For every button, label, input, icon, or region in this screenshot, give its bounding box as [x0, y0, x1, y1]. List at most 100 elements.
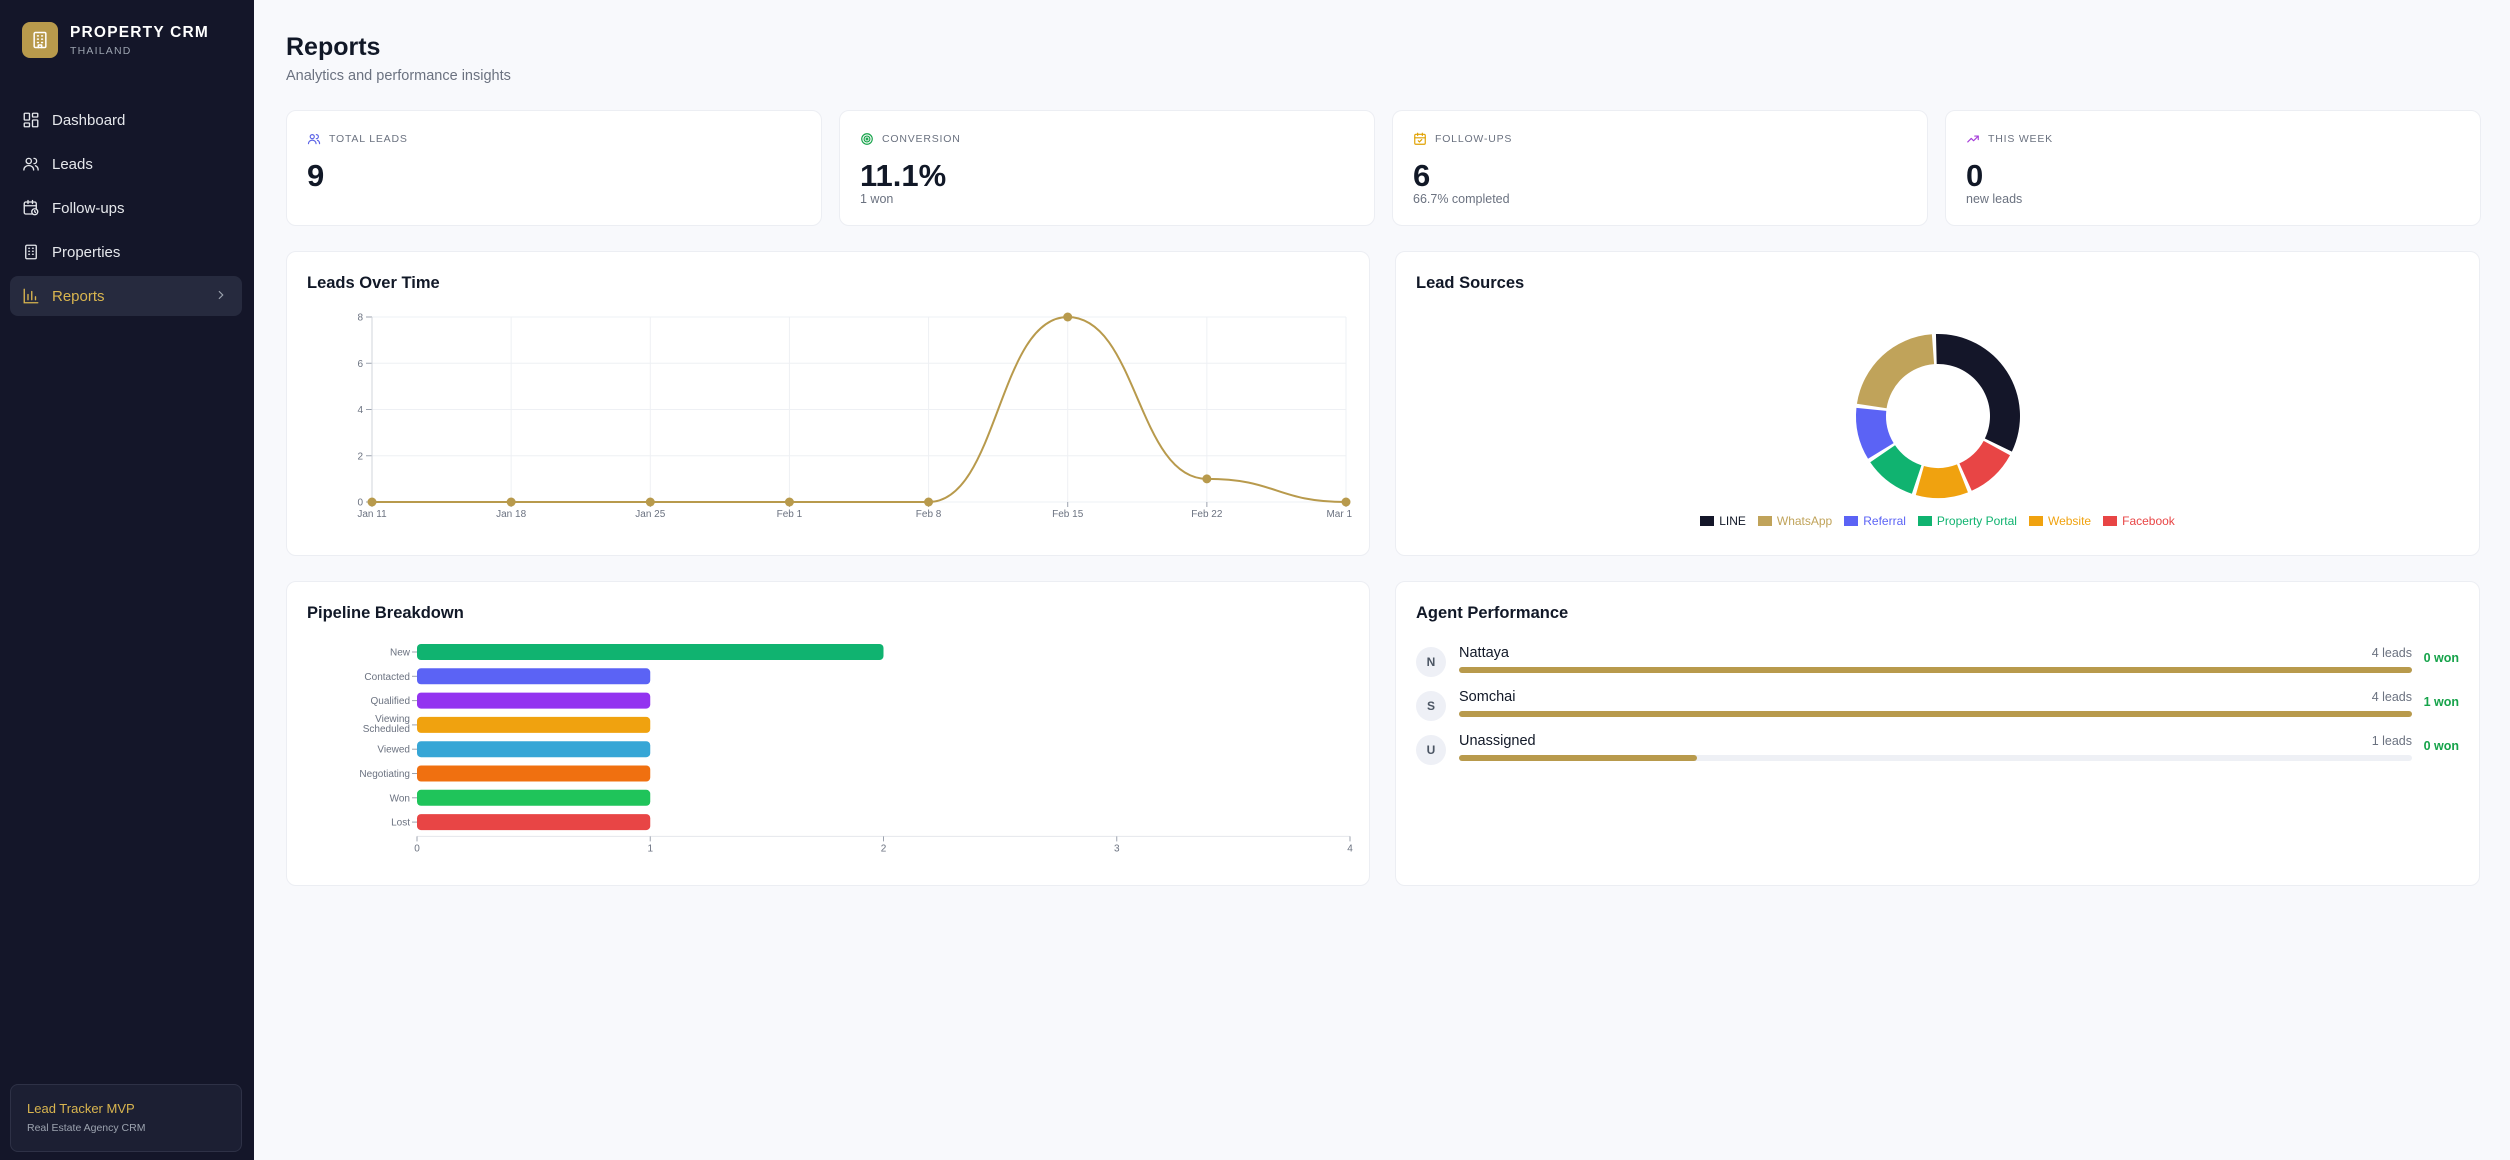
stat-label: CONVERSION [882, 133, 961, 145]
sidebar-item-properties[interactable]: Properties [10, 232, 242, 272]
y-tick-label: 8 [357, 313, 363, 324]
agent-name: Unassigned [1459, 733, 1536, 749]
footer-title: Lead Tracker MVP [27, 1101, 135, 1116]
pipeline-breakdown-card: Pipeline Breakdown New Contacted Qualified… [286, 581, 1370, 886]
legend-item-referral[interactable]: Referral [1844, 514, 1906, 528]
legend-item-line[interactable]: LINE [1700, 514, 1746, 528]
x-tick-label: Jan 11 [357, 509, 387, 520]
data-point [924, 497, 934, 507]
bar-lost [417, 814, 651, 831]
sidebar: PROPERTY CRM THAILAND Dashboard Leads Fo… [0, 0, 254, 1160]
pie-slice-facebook [1959, 440, 2011, 491]
x-tick-label: 1 [647, 843, 653, 854]
agent-row[interactable]: S Somchai 4 leads 1 won [1416, 687, 2459, 723]
data-point [1202, 474, 1212, 484]
agent-name: Somchai [1459, 689, 1516, 705]
users-icon [307, 134, 321, 145]
avatar: S [1416, 691, 1446, 721]
agent-row[interactable]: N Nattaya 4 leads 0 won [1416, 643, 2459, 679]
target-icon [861, 133, 873, 145]
stat-card-total-leads: TOTAL LEADS 9 [286, 110, 822, 226]
sidebar-item-label: Reports [52, 287, 105, 305]
calendar-clock-icon [23, 199, 39, 216]
sidebar-item-leads[interactable]: Leads [10, 144, 242, 184]
legend-label: LINE [1719, 514, 1746, 528]
stat-label: THIS WEEK [1988, 133, 2053, 145]
x-tick-label: 0 [414, 843, 420, 854]
dashboard-icon [23, 112, 39, 128]
sidebar-item-follow-ups[interactable]: Follow-ups [10, 188, 242, 228]
stat-value: 0 [1966, 158, 1984, 193]
stat-label: FOLLOW-UPS [1435, 133, 1513, 145]
category-label: New [390, 648, 411, 659]
agent-won: 0 won [2423, 739, 2459, 753]
agent-won: 0 won [2423, 651, 2459, 665]
legend-swatch [1700, 516, 1715, 526]
x-tick-label: Feb 1 [777, 509, 803, 520]
data-point [645, 497, 655, 507]
app-region: THAILAND [70, 44, 132, 57]
category-label: Scheduled [363, 724, 410, 735]
chart-legend: LINE WhatsApp Referral Property Portal Websi… [1396, 514, 2479, 528]
agent-leads: 4 leads [2371, 646, 2412, 660]
y-tick-label: 2 [357, 451, 363, 462]
y-tick-label: 6 [357, 359, 363, 370]
bar-chart-icon [23, 288, 39, 304]
category-label: Qualified [371, 696, 410, 707]
bar-negotiating [417, 765, 651, 782]
sidebar-item-label: Dashboard [52, 111, 126, 129]
x-tick-label: Mar 1 [1326, 509, 1352, 520]
pie-slice-line [1935, 334, 2020, 452]
legend-label: WhatsApp [1776, 514, 1833, 528]
chevron-right-icon [218, 290, 224, 300]
stat-sub: 1 won [860, 192, 894, 206]
sidebar-item-label: Properties [52, 243, 121, 261]
data-point [506, 497, 516, 507]
pie-slice-whatsapp [1856, 334, 1935, 409]
agent-row[interactable]: U Unassigned 1 leads 0 won [1416, 731, 2459, 767]
calendar-icon [1414, 132, 1426, 145]
chart-title: Leads Over Time [307, 274, 440, 292]
sidebar-footer: Lead Tracker MVP Real Estate Agency CRM [10, 1084, 242, 1152]
legend-item-whatsapp[interactable]: WhatsApp [1757, 514, 1833, 528]
page-title: Reports [286, 33, 381, 61]
legend-item-facebook[interactable]: Facebook [2103, 514, 2175, 528]
agent-progress-track [1459, 711, 2412, 717]
bar-contacted [417, 668, 651, 685]
legend-label: Referral [1863, 514, 1906, 528]
building-icon [25, 244, 37, 260]
agent-progress-track [1459, 755, 2412, 761]
page-subtitle: Analytics and performance insights [286, 68, 511, 84]
avatar: N [1416, 647, 1446, 677]
stat-label: TOTAL LEADS [329, 133, 408, 145]
data-point [367, 497, 377, 507]
stat-sub: 66.7% completed [1413, 192, 1510, 206]
legend-label: Property Portal [1936, 514, 2017, 528]
legend-item-property-portal[interactable]: Property Portal [1917, 514, 2017, 528]
building-logo-icon [22, 22, 58, 58]
agent-performance-title: Agent Performance [1416, 604, 1569, 622]
stat-sub: new leads [1966, 192, 2023, 206]
agent-leads: 4 leads [2371, 690, 2412, 704]
x-tick-label: Feb 22 [1191, 509, 1223, 520]
pie-slice-referral [1856, 407, 1894, 459]
legend-swatch [2103, 516, 2118, 526]
x-tick-label: Jan 18 [496, 509, 526, 520]
sidebar-item-reports[interactable]: Reports [10, 276, 242, 316]
legend-item-website[interactable]: Website [2028, 514, 2091, 528]
legend-swatch [1757, 516, 1772, 526]
agent-progress-track [1459, 667, 2412, 673]
avatar: U [1416, 735, 1446, 765]
x-tick-label: Jan 25 [635, 509, 665, 520]
stat-value: 6 [1413, 158, 1431, 193]
sidebar-item-label: Leads [52, 155, 93, 173]
data-point [784, 497, 794, 507]
bar-qualified [417, 692, 651, 709]
category-label: Won [390, 793, 410, 804]
stat-card-conversion: CONVERSION 11.1% 1 won [839, 110, 1375, 226]
sidebar-item-dashboard[interactable]: Dashboard [10, 100, 242, 140]
brand[interactable]: PROPERTY CRM THAILAND [22, 22, 209, 58]
chart-title: Pipeline Breakdown [307, 604, 464, 622]
category-label: Lost [391, 818, 410, 829]
chart-title: Lead Sources [1416, 274, 1525, 292]
